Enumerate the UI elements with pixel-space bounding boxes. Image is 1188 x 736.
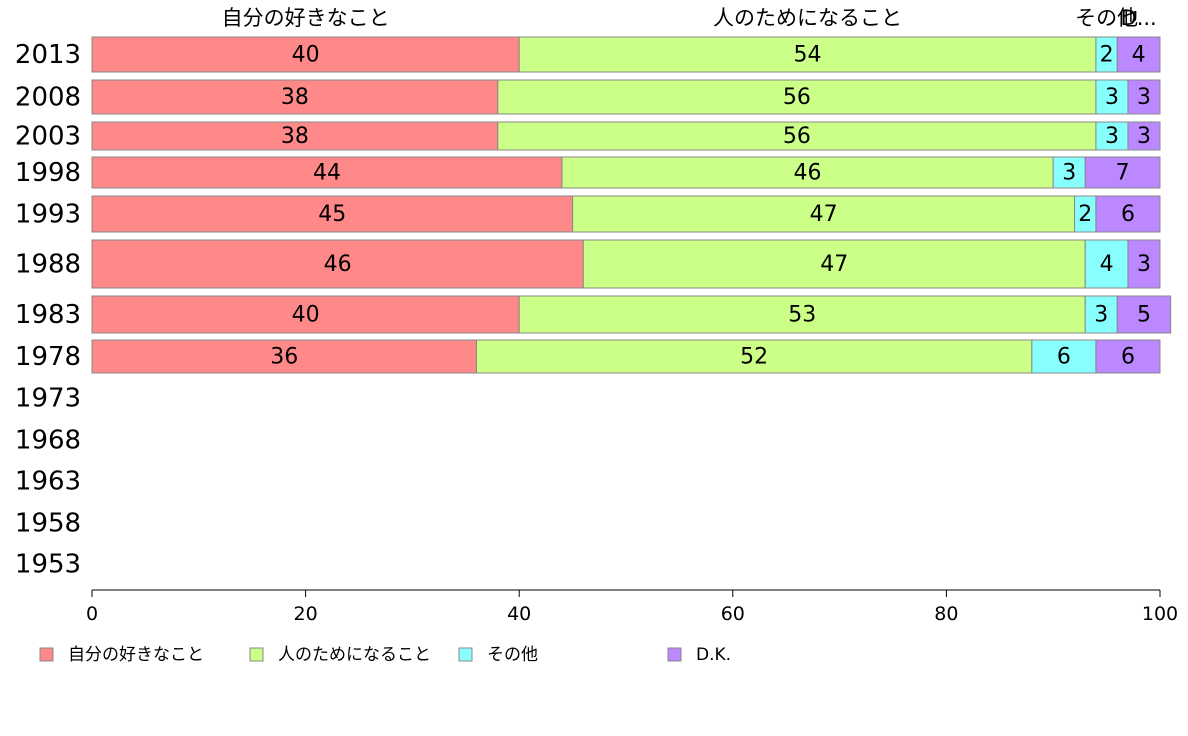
category-label-1978: 1978 [15,342,81,372]
bar-segment-2008-2 [1095,79,1129,115]
category-label-1958: 1958 [15,509,81,539]
data-label-1998-1: 46 [794,161,822,186]
bar-segment-1998-0 [91,156,563,189]
bar-segment-1983-2 [1084,295,1118,334]
bar-segment-1978-1 [475,339,1033,374]
data-label-2008-3: 3 [1137,85,1151,110]
category-label-2013: 2013 [15,40,81,70]
legend-label-0: 自分の好きなこと [68,645,204,665]
data-label-1983-1: 53 [788,303,816,328]
data-label-2008-2: 3 [1105,85,1119,110]
data-label-2003-3: 3 [1137,124,1151,149]
bar-segment-2008-0 [91,79,499,115]
data-label-1978-1: 52 [740,345,768,370]
data-label-2008-0: 38 [281,85,309,110]
bar-segment-1998-2 [1052,156,1086,189]
legend-label-1: 人のためになること [278,645,431,665]
data-label-1993-3: 6 [1121,202,1135,227]
category-label-2003: 2003 [15,122,81,152]
data-label-1983-3: 5 [1137,303,1151,328]
category-label-1963: 1963 [15,467,81,497]
data-label-1993-0: 45 [318,202,346,227]
legend-label-2: その他 [487,645,538,665]
data-label-1988-2: 4 [1100,252,1114,277]
series-header-0: 自分の好きなこと [222,6,390,30]
series-header-2: その他 [1075,6,1138,30]
x-tick-label-40: 40 [507,603,531,625]
category-label-1998: 1998 [15,158,81,188]
data-label-2013-3: 4 [1132,43,1146,68]
x-tick-label-80: 80 [934,603,958,625]
legend-swatch-1 [249,647,264,662]
x-tick-label-100: 100 [1142,603,1178,625]
category-label-1983: 1983 [15,300,81,330]
bar-segment-1988-3 [1127,239,1161,289]
category-label-1968: 1968 [15,426,81,456]
category-label-2008: 2008 [15,83,81,113]
x-tick-label-0: 0 [86,603,98,625]
legend-swatch-2 [458,647,473,662]
bar-segment-1978-3 [1095,339,1161,374]
series-header-1: 人のためになること [713,6,902,30]
data-label-2003-0: 38 [281,124,309,149]
bar-segment-2003-3 [1127,121,1161,151]
bar-segment-2008-3 [1127,79,1161,115]
bars: 40 54 2 438 56 3 338 56 3 344 46 3 745 47 2 646 47 4 340 53… [91,36,1172,374]
series-header-3: D... [1121,6,1157,30]
legend-swatch-0 [39,647,54,662]
bar-segment-2013-0 [91,36,520,73]
data-label-1988-0: 46 [324,252,352,277]
data-label-1988-3: 3 [1137,252,1151,277]
data-label-1978-0: 36 [270,345,298,370]
data-label-1978-2: 6 [1057,345,1071,370]
data-label-1998-3: 7 [1116,161,1130,186]
bar-segment-2003-0 [91,121,499,151]
bar-segment-1983-1 [518,295,1086,334]
year-labels: 2013 2008 2003 1998 1993 1988 1983 1978 1973 1968… [15,40,81,580]
x-tick-label-20: 20 [294,603,318,625]
data-label-1988-1: 47 [820,252,848,277]
data-label-2013-1: 54 [794,43,822,68]
category-label-1993: 1993 [15,200,81,230]
x-axis: 0 20 40 60 80 100 [86,589,1178,625]
data-label-1993-2: 2 [1078,202,1092,227]
bar-segment-2013-3 [1116,36,1161,73]
category-label-1953: 1953 [15,550,81,580]
bar-segment-1988-2 [1084,239,1129,289]
bar-segment-2003-1 [497,121,1097,151]
data-label-1983-0: 40 [292,303,320,328]
category-label-1973: 1973 [15,384,81,414]
bar-segment-1993-1 [572,195,1076,233]
data-label-2003-2: 3 [1105,124,1119,149]
bar-segment-2003-2 [1095,121,1129,151]
bar-segment-1998-1 [561,156,1054,189]
data-label-1983-2: 3 [1094,303,1108,328]
legend: 自分の好きなこと 人のためになること その他 D.K. [39,645,731,665]
series-headers: 自分の好きなこと 人のためになること その他D... [222,6,1157,30]
data-label-2013-2: 2 [1100,43,1114,68]
legend-swatch-3 [667,647,682,662]
bar-segment-2008-1 [497,79,1097,115]
bar-segment-1983-0 [91,295,520,334]
bar-segment-1978-0 [91,339,477,374]
data-label-2008-1: 56 [783,85,811,110]
data-label-2003-1: 56 [783,124,811,149]
data-label-1993-1: 47 [810,202,838,227]
legend-label-3: D.K. [696,645,731,665]
bar-segment-1983-3 [1116,295,1172,334]
category-label-1988: 1988 [15,250,81,280]
data-label-1998-0: 44 [313,161,341,186]
x-tick-label-60: 60 [721,603,745,625]
bar-segment-1988-0 [91,239,584,289]
data-label-2013-0: 40 [292,43,320,68]
data-label-1978-3: 6 [1121,345,1135,370]
bar-segment-1998-3 [1084,156,1161,189]
bar-segment-2013-1 [518,36,1097,73]
data-label-1998-2: 3 [1062,161,1076,186]
bar-segment-1993-3 [1095,195,1161,233]
